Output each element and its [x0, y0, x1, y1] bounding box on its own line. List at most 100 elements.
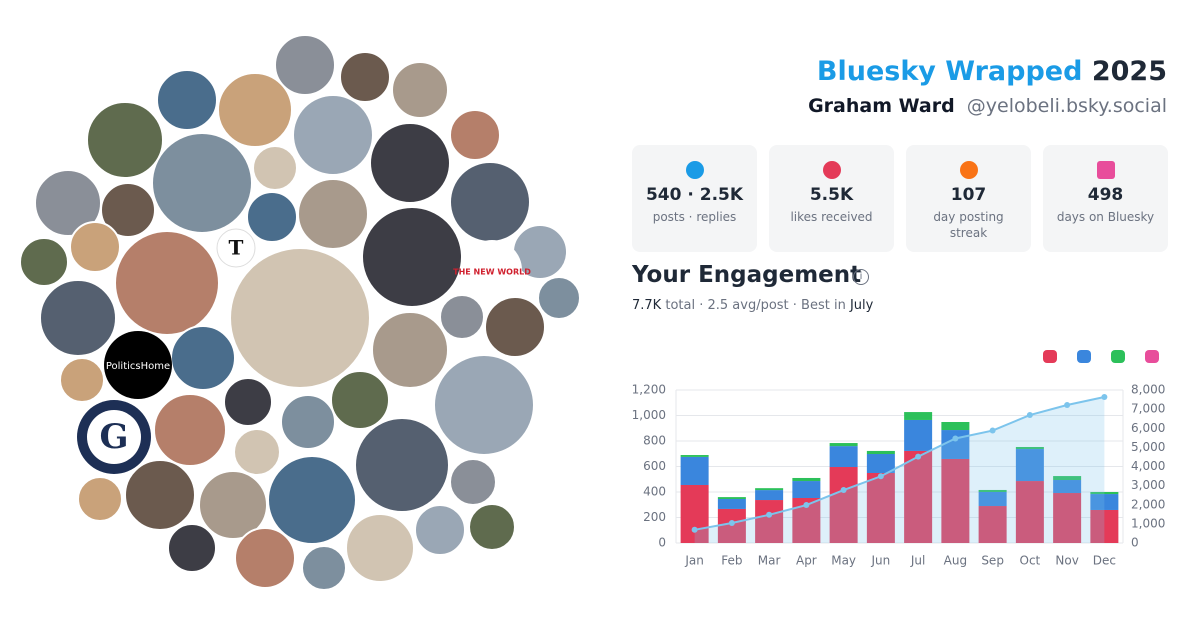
- total-label: total: [665, 298, 696, 313]
- average: · 2.5 avg/post · Best in: [699, 298, 846, 313]
- bar-segment: [829, 467, 858, 543]
- section-title: Your Engagement: [632, 262, 862, 288]
- line: [694, 396, 1105, 531]
- y-tick-label: 600: [643, 459, 666, 473]
- stat-value: 107: [950, 185, 987, 205]
- avatar: [449, 458, 497, 506]
- stat-label: posts · replies: [652, 210, 737, 224]
- avatar: [156, 69, 218, 131]
- y-tick-label: 8,000: [1131, 383, 1165, 397]
- bar-segment: [1015, 481, 1044, 543]
- avatar: [354, 417, 450, 513]
- user: Graham Ward @yelobeli.bsky.social: [808, 95, 1167, 117]
- avatar: [234, 527, 296, 589]
- x-tick-label: Mar: [758, 554, 781, 568]
- bar-segment: [1090, 509, 1119, 543]
- avatar-label: T: [229, 236, 244, 260]
- legend-icon: [1043, 350, 1057, 363]
- avatar: [39, 279, 117, 357]
- y-tick-label: 5,000: [1131, 440, 1165, 454]
- avatar: [537, 276, 581, 320]
- bar-segment: [680, 455, 709, 457]
- x-tick-label: Jan: [684, 554, 704, 568]
- x-tick-label: Dec: [1093, 554, 1116, 568]
- avatar: [345, 513, 415, 583]
- y-tick-label: 3,000: [1131, 478, 1165, 492]
- x-tick-label: Feb: [721, 554, 742, 568]
- bar-segment: [904, 419, 933, 451]
- stat-label: day posting streak: [933, 210, 1004, 240]
- stat-icon: [1096, 161, 1115, 179]
- avatar: [170, 325, 236, 391]
- x-tick-label: Sep: [981, 554, 1004, 568]
- user-name: Graham Ward: [808, 95, 955, 117]
- avatar: [361, 206, 463, 308]
- bar-segment: [792, 481, 821, 498]
- avatar: [151, 132, 253, 234]
- line-point: [1026, 412, 1033, 419]
- stat-value: 5.5K: [809, 185, 854, 205]
- avatar: [369, 122, 451, 204]
- stat-card: 5.5K likes received: [769, 145, 894, 252]
- stat-card: 107 day posting streak: [906, 145, 1031, 252]
- avatar: [86, 101, 164, 179]
- avatar: [462, 240, 522, 300]
- best-month: July: [849, 298, 874, 313]
- avatar: [339, 51, 391, 103]
- avatar: [114, 230, 220, 336]
- legend-icon: [1111, 350, 1125, 363]
- avatar: [233, 428, 281, 476]
- stat-value: 498: [1087, 185, 1124, 205]
- avatar: [449, 109, 501, 161]
- bar-segment: [1090, 492, 1119, 495]
- bar-segment: [978, 489, 1007, 492]
- legend-icon: [1077, 350, 1091, 363]
- y-tick-label: 1,200: [632, 383, 666, 397]
- bar-segment: [1053, 480, 1082, 494]
- user-handle: @yelobeli.bsky.social: [966, 95, 1167, 117]
- info-icon[interactable]: i: [853, 269, 869, 285]
- bar-segment: [978, 492, 1007, 507]
- y-tick-label: 2,000: [1131, 497, 1165, 511]
- line-point: [877, 473, 884, 480]
- avatar: [229, 247, 371, 389]
- y-tick-label: 6,000: [1131, 421, 1165, 435]
- bar-segment: [941, 458, 970, 543]
- avatar: [297, 178, 369, 250]
- line-area: [694, 396, 1105, 543]
- avatar-label: G: [99, 417, 128, 457]
- year: 2025: [1091, 56, 1167, 87]
- bar-segment: [1015, 449, 1044, 482]
- bar-segment: [755, 490, 784, 501]
- bar-segment: [904, 450, 933, 543]
- bar-segment: [866, 454, 895, 474]
- x-tick-label: Oct: [1020, 554, 1041, 568]
- x-tick-label: Aug: [944, 554, 967, 568]
- avatar: [69, 221, 121, 273]
- line-point: [1101, 393, 1108, 400]
- avatar: [100, 182, 156, 238]
- avatar: [371, 311, 449, 389]
- avatar: [246, 191, 298, 243]
- avatar: [414, 504, 466, 556]
- bar-segment: [717, 497, 746, 500]
- avatar: [77, 476, 123, 522]
- line-point: [691, 526, 698, 533]
- bar-segment: [680, 456, 709, 485]
- avatar: [216, 228, 256, 268]
- bar-segment: [1053, 493, 1082, 543]
- title: Bluesky Wrapped 2025: [817, 56, 1167, 87]
- x-tick-label: Jul: [910, 554, 925, 568]
- title-text: Bluesky Wrapped: [816, 56, 1083, 87]
- bar-segment: [1090, 494, 1119, 510]
- avatar: [153, 393, 227, 467]
- stat-label: days on Bluesky: [1056, 210, 1155, 224]
- y-tick-label: 7,000: [1131, 402, 1165, 416]
- bar-segment: [792, 477, 821, 482]
- bar-segment: [1015, 446, 1044, 450]
- line-point: [803, 502, 810, 509]
- y-tick-label: 800: [643, 434, 666, 448]
- stat-label: likes received: [790, 210, 873, 224]
